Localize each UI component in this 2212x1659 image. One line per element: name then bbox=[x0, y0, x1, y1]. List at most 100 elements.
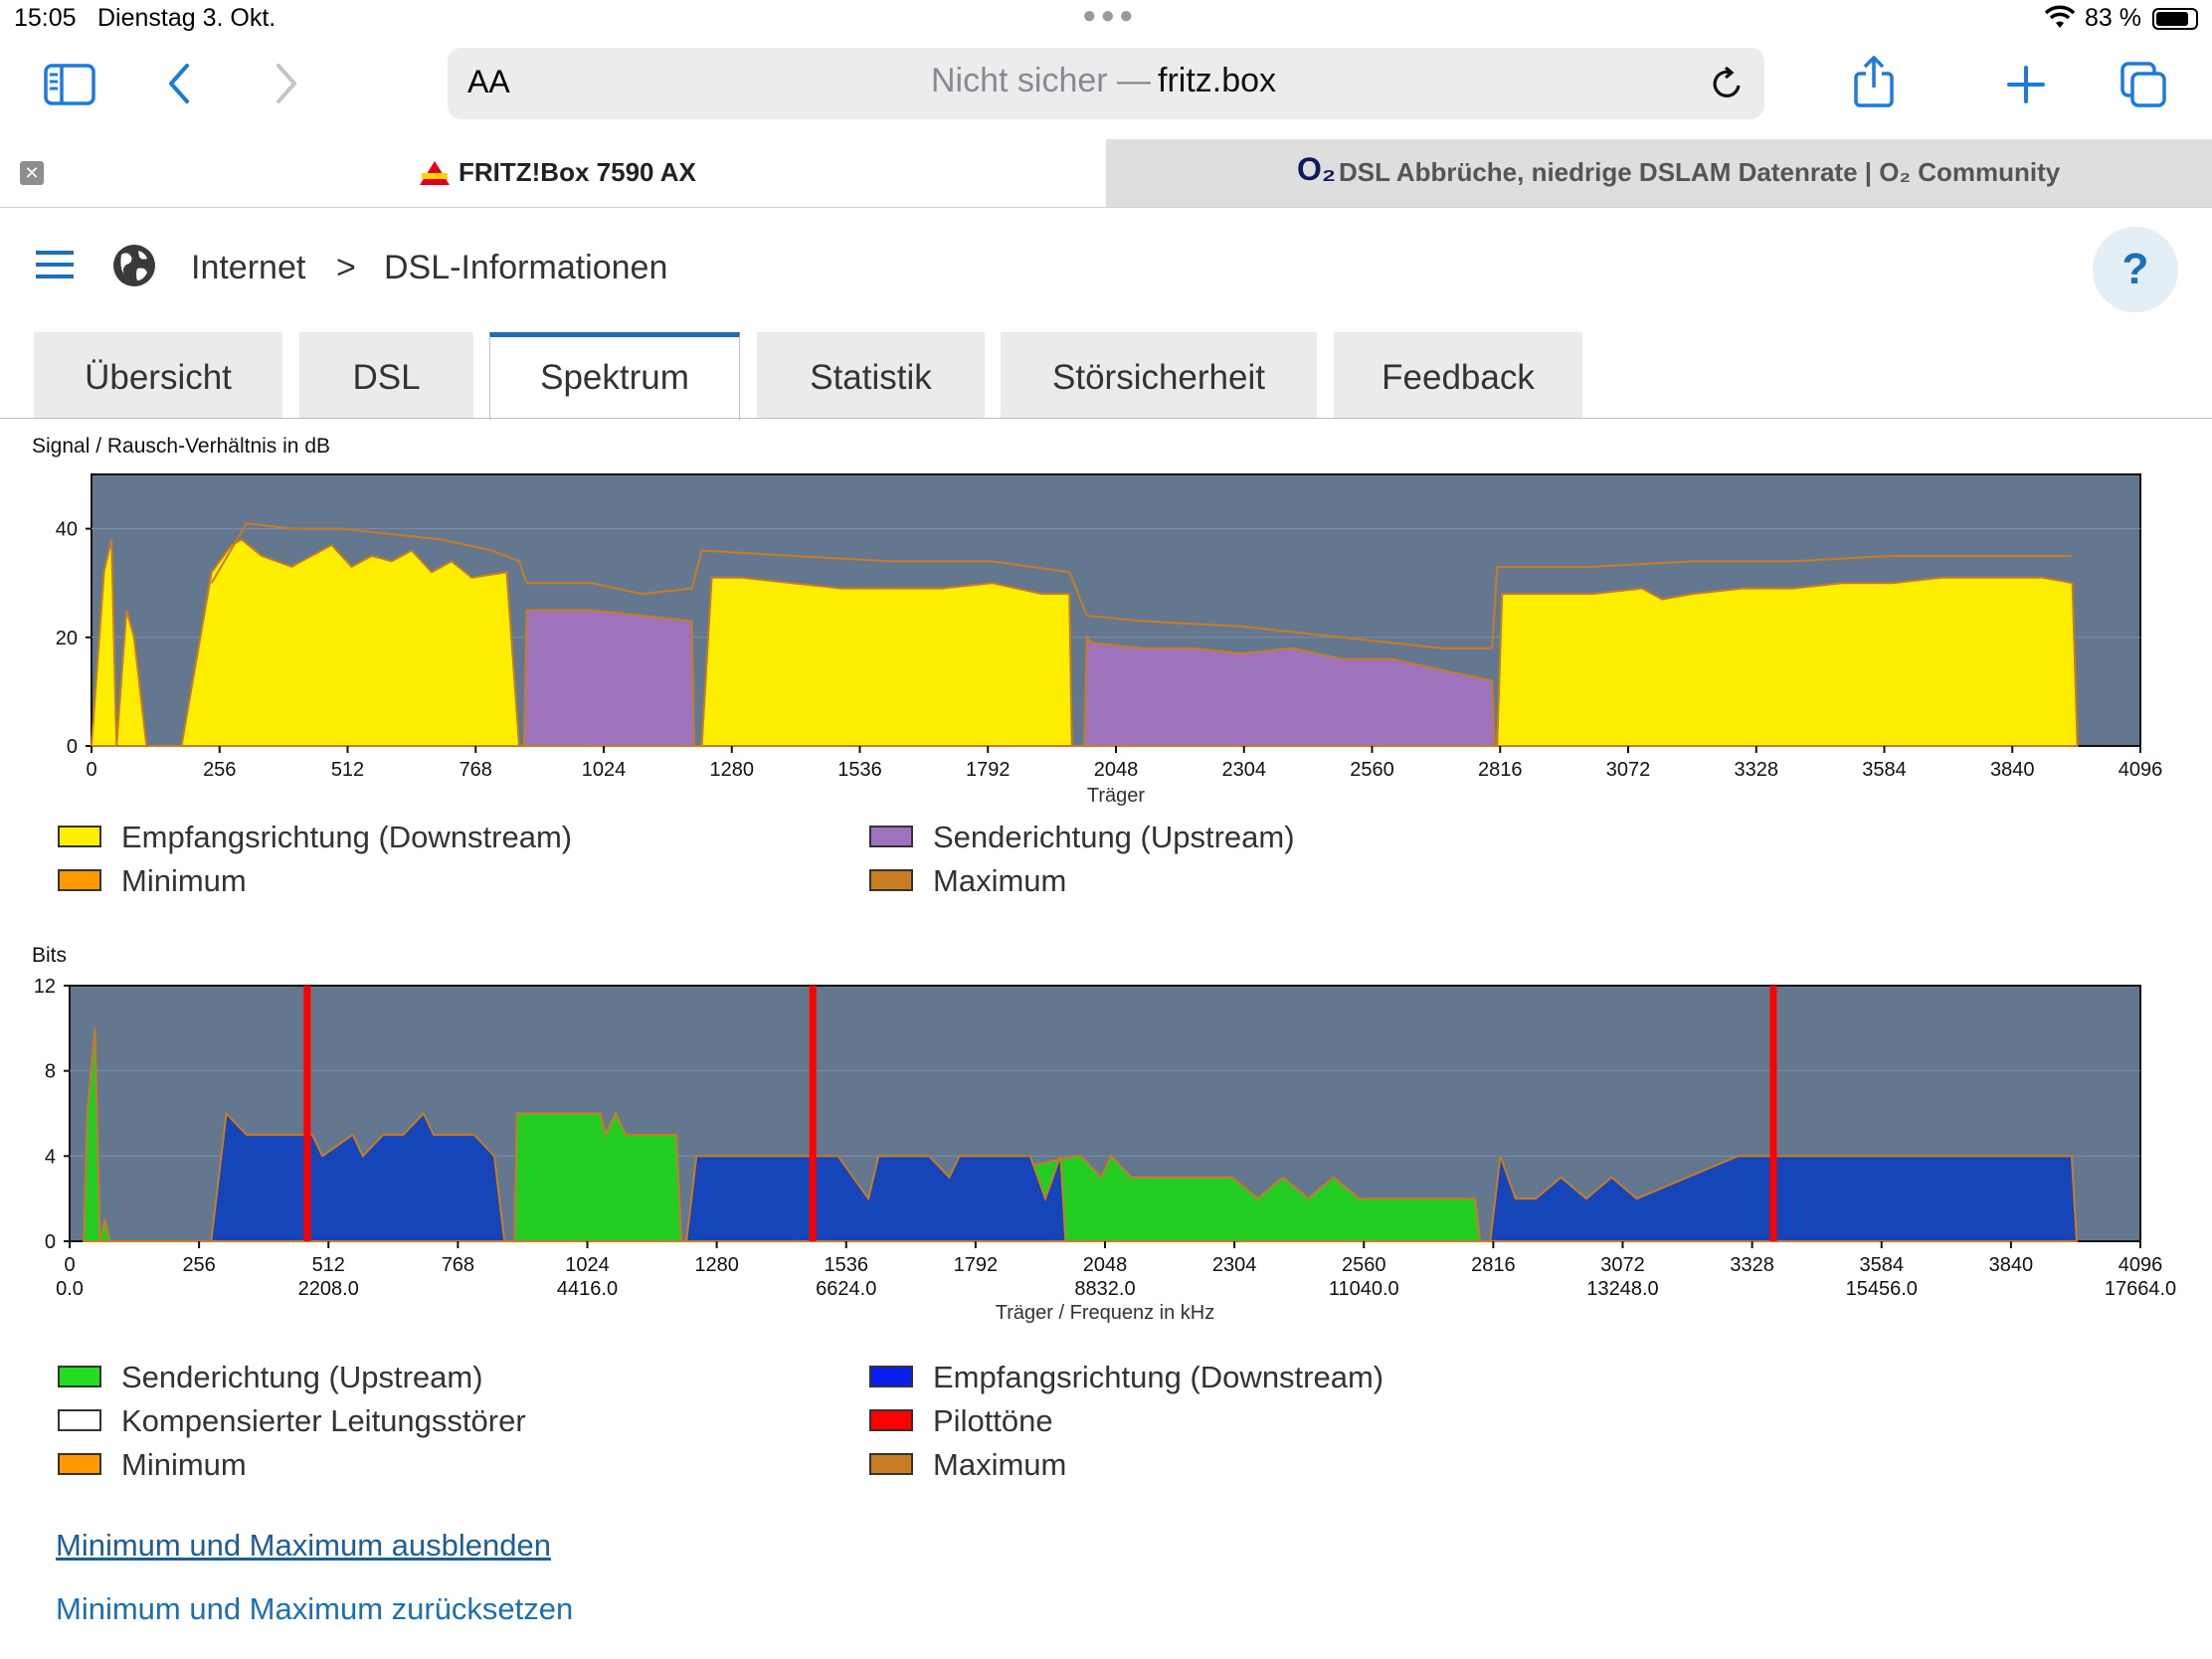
x-tick-label: 256 bbox=[182, 1254, 215, 1276]
tab-strip bbox=[0, 139, 2212, 208]
legend-upstream: Senderichtung (Upstream) bbox=[121, 1360, 483, 1394]
status-date: Dienstag 3. Okt. bbox=[97, 4, 276, 32]
x-tick-label: 768 bbox=[460, 759, 492, 781]
x-tick-label: 2304 bbox=[1212, 1254, 1257, 1276]
legend-swatch-upstream bbox=[58, 1366, 101, 1387]
x-tick-khz-label: 8832.0 bbox=[1074, 1278, 1135, 1300]
legend-downstream: Empfangsrichtung (Downstream) bbox=[933, 1360, 1384, 1394]
sidebar-icon[interactable] bbox=[44, 64, 95, 105]
chart1-ylabel: Signal / Rausch-Verhältnis in dB bbox=[32, 435, 330, 458]
y-tick-label: 12 bbox=[34, 976, 56, 998]
x-axis-label: Träger bbox=[1087, 785, 1146, 807]
series-maximum-line bbox=[210, 522, 2073, 649]
address-bar[interactable] bbox=[448, 48, 1764, 119]
tab-stoersicherheit[interactable]: Störsicherheit bbox=[1001, 332, 1317, 418]
y-tick-label: 20 bbox=[56, 628, 78, 649]
legend-swatch-downstream bbox=[58, 826, 101, 847]
status-time: 15:05 bbox=[14, 4, 77, 32]
legend-swatch-maximum bbox=[869, 869, 913, 891]
legend-swatch-downstream bbox=[869, 1366, 913, 1387]
legend-upstream: Senderichtung (Upstream) bbox=[933, 820, 1295, 854]
browser-tab-o2[interactable] bbox=[1106, 139, 2212, 207]
y-tick-label: 0 bbox=[45, 1231, 56, 1253]
series-area-0 bbox=[90, 538, 2079, 747]
x-tick-label: 1792 bbox=[966, 759, 1011, 781]
x-tick-khz-label: 6624.0 bbox=[816, 1278, 876, 1300]
reload-icon[interactable] bbox=[1711, 66, 1745, 101]
y-tick-label: 40 bbox=[56, 519, 78, 541]
help-button[interactable]: ? bbox=[2093, 227, 2178, 312]
reset-minmax-link[interactable]: Minimum und Maximum zurücksetzen bbox=[56, 1591, 574, 1626]
page-title: DSL-Informationen bbox=[384, 249, 668, 286]
x-tick-label: 3072 bbox=[1600, 1254, 1645, 1276]
tab-feedback[interactable]: Feedback bbox=[1334, 332, 1582, 418]
tab-dsl[interactable]: DSL bbox=[299, 332, 473, 418]
back-icon[interactable] bbox=[167, 62, 191, 105]
chart2-ylabel: Bits bbox=[32, 944, 68, 967]
x-tick-label: 2560 bbox=[1342, 1254, 1386, 1276]
x-tick-label: 2048 bbox=[1083, 1254, 1128, 1276]
x-tick-label: 3840 bbox=[1989, 1254, 2034, 1276]
legend-minimum: Minimum bbox=[121, 863, 247, 898]
hide-minmax-link[interactable]: Minimum und Maximum ausblenden bbox=[56, 1528, 551, 1563]
legend-swatch-minimum bbox=[58, 869, 101, 891]
chevron-right-icon: > bbox=[336, 249, 356, 286]
tabs-overview-icon[interactable] bbox=[2120, 62, 2166, 107]
x-tick-khz-label: 4416.0 bbox=[557, 1278, 618, 1300]
x-tick-label: 1024 bbox=[565, 1254, 610, 1276]
new-tab-icon[interactable] bbox=[2007, 66, 2045, 103]
x-tick-label: 2048 bbox=[1094, 759, 1139, 781]
x-tick-label: 1024 bbox=[582, 759, 627, 781]
legend-swatch-upstream bbox=[869, 826, 913, 847]
x-tick-label: 256 bbox=[203, 759, 236, 781]
x-tick-label: 3328 bbox=[1735, 759, 1779, 781]
y-tick-label: 4 bbox=[45, 1146, 56, 1168]
y-tick-label: 8 bbox=[45, 1061, 56, 1083]
x-tick-label: 512 bbox=[312, 1254, 345, 1276]
series-area-1 bbox=[210, 1111, 2079, 1242]
x-tick-label: 768 bbox=[442, 1254, 474, 1276]
share-icon[interactable] bbox=[1852, 56, 1896, 107]
x-tick-label: 4096 bbox=[2119, 1254, 2163, 1276]
y-tick-label: 0 bbox=[67, 736, 78, 758]
series-area-1 bbox=[523, 609, 1496, 747]
x-tick-label: 1792 bbox=[954, 1254, 999, 1276]
browser-tab-fritzbox[interactable] bbox=[0, 139, 1106, 207]
legend-swatch-pilot bbox=[869, 1409, 913, 1431]
o2-logo: O₂ bbox=[1297, 151, 1337, 187]
fritz-logo-icon bbox=[420, 161, 450, 185]
forward-icon[interactable] bbox=[275, 62, 298, 105]
legend-minimum: Minimum bbox=[121, 1447, 247, 1482]
x-tick-label: 1536 bbox=[837, 759, 882, 781]
tab-uebersicht[interactable]: Übersicht bbox=[34, 332, 282, 418]
legend-swatch-compensated bbox=[58, 1409, 101, 1431]
x-tick-label: 2816 bbox=[1478, 759, 1523, 781]
x-axis-label: Träger / Frequenz in kHz bbox=[996, 1302, 1214, 1324]
multitask-dots-icon[interactable]: ●●● bbox=[1082, 2, 1138, 29]
x-tick-label: 2304 bbox=[1222, 759, 1267, 781]
legend-swatch-maximum bbox=[869, 1453, 913, 1475]
wifi-icon bbox=[2045, 5, 2075, 28]
legend-swatch-minimum bbox=[58, 1453, 101, 1475]
menu-icon[interactable] bbox=[36, 249, 74, 280]
x-tick-label: 3072 bbox=[1606, 759, 1651, 781]
globe-icon bbox=[113, 245, 155, 286]
close-tab-icon[interactable]: ✕ bbox=[20, 161, 44, 185]
x-tick-label: 0 bbox=[86, 759, 96, 781]
x-tick-label: 2560 bbox=[1350, 759, 1394, 781]
legend-pilot: Pilottöne bbox=[933, 1403, 1053, 1438]
legend-maximum: Maximum bbox=[933, 863, 1067, 898]
url-host: fritz.box bbox=[1158, 62, 1277, 99]
battery-percent: 83 % bbox=[2085, 4, 2141, 32]
x-tick-label: 3328 bbox=[1730, 1254, 1774, 1276]
legend-downstream: Empfangsrichtung (Downstream) bbox=[121, 820, 573, 854]
tab-divider bbox=[0, 418, 2212, 419]
snr-chart: 0 20 40 0 256 512 768 1024 1280 1536 1792 2048 2304 2… bbox=[56, 473, 2162, 807]
legend-maximum: Maximum bbox=[933, 1447, 1067, 1482]
x-tick-label: 3840 bbox=[1990, 759, 2035, 781]
tab-spektrum[interactable]: Spektrum bbox=[489, 332, 740, 420]
reader-settings-button[interactable]: AA bbox=[467, 64, 510, 99]
breadcrumb-internet[interactable]: Internet bbox=[191, 249, 306, 286]
tab-statistik[interactable]: Statistik bbox=[757, 332, 985, 418]
